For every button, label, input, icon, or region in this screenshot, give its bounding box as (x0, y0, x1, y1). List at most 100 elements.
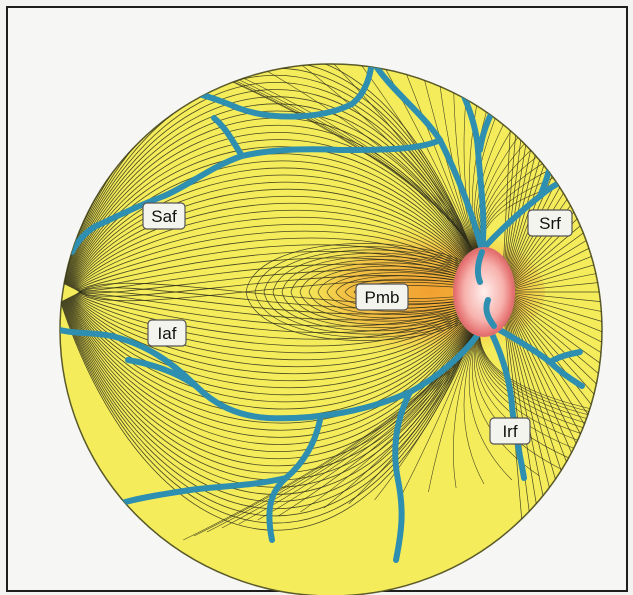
nerve-fiber (65, 298, 479, 467)
nerve-fiber (72, 295, 479, 382)
nerve-fiber (501, 291, 602, 437)
nerve-fiber (344, 278, 475, 306)
svg-text:Pmb: Pmb (365, 288, 400, 307)
nerve-fiber (71, 195, 479, 289)
nerve-fiber (463, 64, 485, 273)
label-iaf: Iaf (147, 319, 187, 347)
nerve-fiber (278, 311, 485, 517)
nerve-fiber (479, 311, 602, 433)
nerve-fiber (257, 65, 485, 273)
nerve-fiber (501, 147, 602, 293)
nerve-fiber (61, 300, 479, 509)
nerve-fiber (299, 262, 475, 322)
nerve-fiber (63, 89, 479, 284)
nerve-fiber (501, 291, 602, 376)
label-pmb: Pmb (355, 283, 409, 311)
nerve-fiber (73, 294, 479, 361)
nerve-fiber (501, 64, 528, 293)
nerve-fiber (70, 181, 479, 288)
nerve-fiber (501, 274, 602, 293)
nerve-fiber (254, 246, 475, 338)
nerve-fiber (257, 311, 485, 521)
nerve-fiber (72, 295, 479, 374)
nerve-fiber (63, 96, 479, 285)
nerve-fiber (60, 64, 479, 283)
nerve-fiber (64, 103, 479, 285)
nerve-fiber (501, 64, 538, 293)
nerve-fiber (348, 64, 485, 273)
nerve-fiber (501, 225, 602, 293)
nerve-fiber (323, 64, 485, 273)
nerve-fiber (300, 64, 485, 273)
nerve-fiber (65, 117, 479, 286)
nerve-fiber (77, 263, 479, 292)
nerve-fiber (501, 291, 602, 479)
nerve-fiber (79, 279, 479, 302)
nerve-fiber (245, 243, 475, 341)
nerve-fiber (73, 217, 479, 290)
nerve-fiber (72, 210, 479, 289)
nerve-fiber (326, 272, 475, 312)
nerve-fiber (79, 282, 479, 305)
nerve-fiber (317, 268, 475, 316)
nerve-fiber (68, 297, 479, 431)
nerve-fiber (374, 64, 485, 273)
nerve-fiber (73, 223, 479, 290)
nerve-fiber (501, 291, 602, 326)
nerve-fiber (453, 64, 485, 273)
nerve-fiber (72, 202, 479, 289)
nerve-fiber (272, 252, 475, 332)
nerve-fiber (221, 71, 485, 273)
nerve-fiber (501, 291, 602, 492)
nerve-fiber (290, 259, 475, 325)
nerve-fiber (501, 291, 602, 359)
nerve-fiber (428, 64, 485, 273)
nerve-fiber (501, 291, 602, 310)
nerve-fiber (69, 167, 479, 288)
nerve-fiber (71, 188, 479, 288)
nerve-fiber (501, 64, 518, 293)
nerve-fiber (76, 293, 479, 333)
nerve-fiber (501, 64, 549, 293)
nerve-fiber (501, 258, 602, 293)
nerve-fiber (73, 294, 479, 367)
nerve-fiber (67, 146, 479, 287)
nerve-fiber (71, 295, 479, 389)
nerve-fiber (281, 256, 475, 328)
nerve-fiber (468, 64, 513, 273)
nerve-fiber (501, 162, 602, 293)
nerve-fiber (335, 275, 475, 309)
nerve-fiber (74, 294, 479, 354)
label-srf: Srf (527, 209, 573, 237)
nerve-fiber (238, 75, 485, 273)
nerve-fiber (501, 132, 602, 293)
nerve-fiber (353, 281, 475, 303)
nerve-fiber (62, 81, 479, 284)
nerve-fiber (501, 291, 602, 391)
nerve-fiber (74, 230, 479, 290)
nerve-fiber (61, 301, 479, 517)
nerve-fiber (68, 297, 479, 424)
svg-text:Saf: Saf (151, 207, 177, 226)
nerve-fiber (76, 251, 479, 291)
nerve-fiber (501, 291, 602, 343)
nerve-fiber (77, 292, 479, 321)
nerve-fiber (63, 299, 479, 488)
nerve-fiber (61, 75, 479, 284)
nerve-fiber (60, 301, 479, 524)
nerve-fiber (69, 296, 479, 410)
nerve-fiber (501, 177, 602, 293)
nerve-fiber (473, 64, 568, 273)
nerve-fiber (68, 160, 479, 287)
nerve-fiber (63, 300, 479, 495)
nerve-fiber (308, 265, 475, 319)
nerve-fiber (62, 300, 479, 503)
label-saf: Saf (142, 202, 186, 230)
nerve-fiber (501, 208, 602, 293)
nerve-fiber (60, 301, 479, 531)
nerve-fiber (75, 293, 479, 340)
nerve-fiber (501, 64, 558, 293)
nerve-fiber (78, 290, 479, 315)
optic-disc (453, 247, 515, 337)
